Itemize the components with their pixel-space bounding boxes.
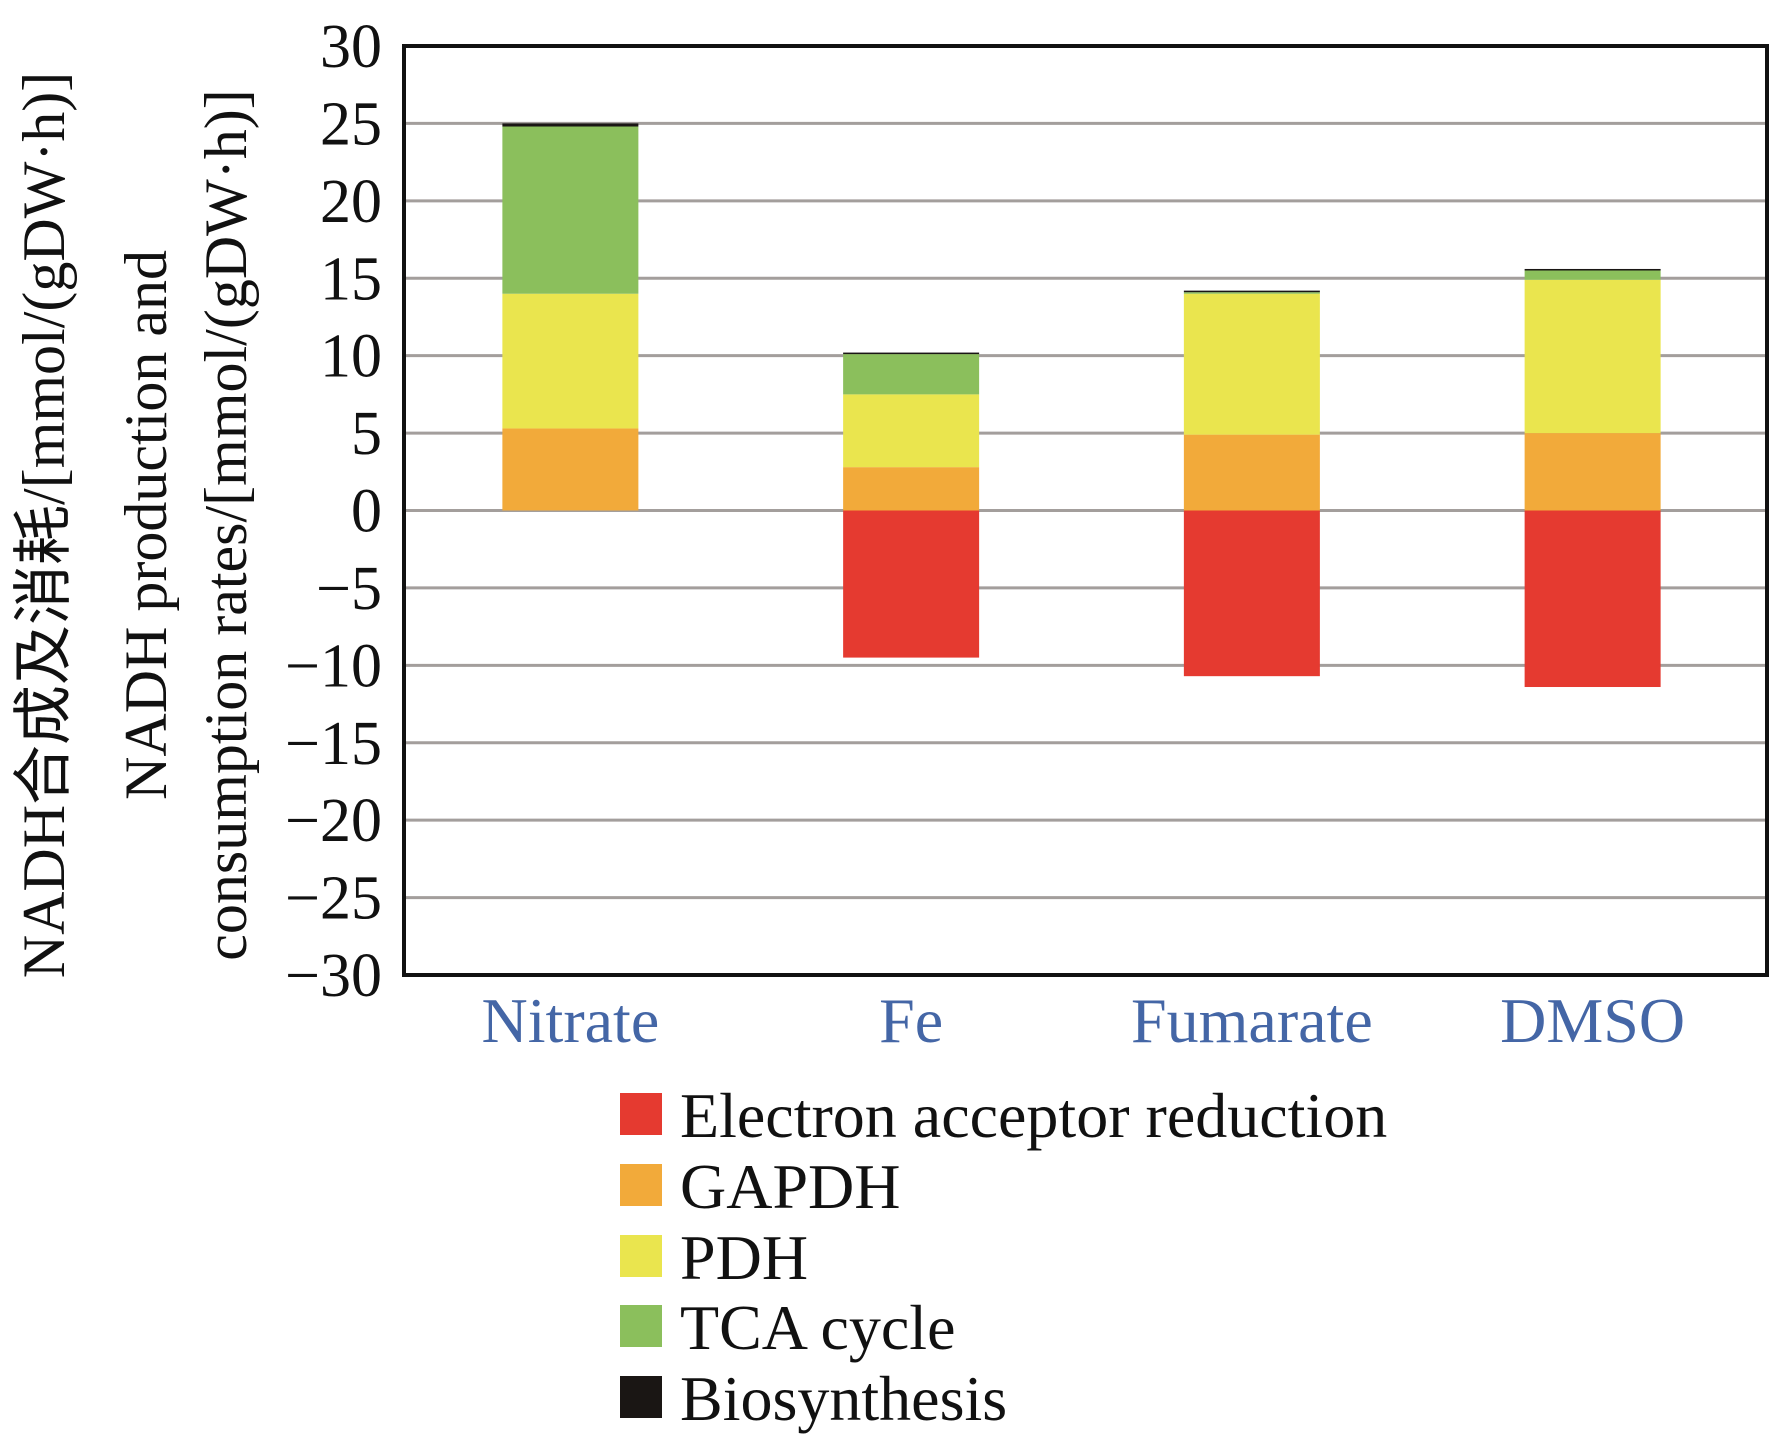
legend-swatch	[620, 1305, 662, 1347]
legend-swatch	[620, 1093, 662, 1135]
bar-segment-tca-cycle-nitrate	[502, 126, 639, 294]
y-tick-label: −5	[316, 555, 382, 623]
bar-segment-pdh-fe	[843, 394, 980, 468]
bar-segment-electron-acceptor-reduction-dmso	[1524, 510, 1661, 688]
bar-segment-tca-cycle-fe	[843, 354, 980, 395]
bar-segment-gapdh-dmso	[1524, 433, 1661, 511]
y-axis-title: NADH合成及消耗/[mmol/(gDW·h)] NADH production…	[11, 72, 259, 979]
y-tick-label: −10	[285, 632, 382, 700]
legend-label: GAPDH	[680, 1151, 900, 1222]
x-category-label: DMSO	[1500, 985, 1685, 1056]
bar-segment-pdh-fumarate	[1183, 293, 1320, 435]
y-axis-ticks: 30 25 20 15 10 5 0 −5 −10 −15 −20 −25 −30	[285, 13, 382, 1010]
bar-segment-biosynthesis-fumarate	[1183, 290, 1320, 293]
bar-segment-biosynthesis-nitrate	[502, 123, 639, 127]
y-tick-label: −25	[285, 865, 382, 933]
bar-segment-gapdh-fe	[843, 467, 980, 511]
x-category-label: Fe	[879, 985, 943, 1056]
x-axis-categories: Nitrate Fe Fumarate DMSO	[482, 985, 1686, 1056]
y-tick-label: −15	[285, 710, 382, 778]
y-tick-label: 0	[351, 478, 382, 546]
y-tick-label: −30	[285, 942, 382, 1010]
bar-segment-electron-acceptor-reduction-fumarate	[1183, 510, 1320, 677]
legend-label: Biosynthesis	[680, 1363, 1007, 1434]
legend-label: TCA cycle	[680, 1292, 955, 1363]
y-tick-label: 20	[320, 168, 382, 236]
y-tick-label: 5	[351, 400, 382, 468]
legend-swatch	[620, 1164, 662, 1206]
y-tick-label: 30	[320, 13, 382, 81]
bar-segment-tca-cycle-fumarate	[1183, 292, 1320, 294]
y-tick-label: 25	[320, 90, 382, 158]
bar-segment-biosynthesis-dmso	[1524, 268, 1661, 271]
bar-segment-tca-cycle-dmso	[1524, 270, 1661, 280]
y-tick-label: −20	[285, 787, 382, 855]
bar-segment-electron-acceptor-reduction-fe	[843, 510, 980, 658]
bars	[502, 123, 1661, 688]
y-axis-title-line-3: consumption rates/[mmol/(gDW·h)]	[193, 89, 259, 960]
legend-label: PDH	[680, 1222, 808, 1293]
legend-swatch	[620, 1376, 662, 1418]
y-axis-title-line-2: NADH production and	[113, 250, 179, 800]
bar-segment-gapdh-fumarate	[1183, 434, 1320, 511]
legend-label: Electron acceptor reduction	[680, 1080, 1387, 1151]
bar-segment-pdh-nitrate	[502, 293, 639, 429]
y-tick-label: 15	[320, 245, 382, 313]
bar-segment-gapdh-nitrate	[502, 428, 639, 511]
y-tick-label: 10	[320, 323, 382, 391]
legend-swatch	[620, 1235, 662, 1277]
bar-segment-pdh-dmso	[1524, 279, 1661, 434]
y-axis-title-line-1: NADH合成及消耗/[mmol/(gDW·h)]	[11, 72, 77, 979]
x-category-label: Fumarate	[1131, 985, 1373, 1056]
plot-frame	[402, 44, 1769, 977]
x-category-label: Nitrate	[482, 985, 660, 1056]
bar-segment-biosynthesis-fe	[843, 352, 980, 355]
